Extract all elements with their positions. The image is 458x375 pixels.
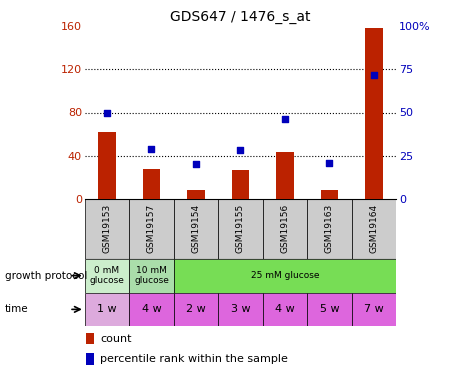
Bar (85, 199, 129, 259)
Bar (263, 199, 307, 259)
Bar (187, 190, 205, 199)
Text: 25 mM glucose: 25 mM glucose (251, 271, 319, 280)
Bar (174, 199, 218, 259)
Text: 2 w: 2 w (186, 304, 206, 314)
Text: 4 w: 4 w (142, 304, 161, 314)
Bar (263, 292, 307, 326)
Bar (85, 259, 129, 292)
Bar (276, 152, 294, 199)
Text: 0 mM
glucose: 0 mM glucose (89, 266, 125, 285)
Title: GDS647 / 1476_s_at: GDS647 / 1476_s_at (170, 10, 311, 24)
Bar (174, 292, 218, 326)
Text: GSM19154: GSM19154 (191, 204, 201, 254)
Point (370, 72, 377, 78)
Bar (98, 132, 116, 199)
Bar (232, 170, 249, 199)
Text: GSM19156: GSM19156 (280, 204, 289, 254)
Text: GSM19164: GSM19164 (370, 204, 378, 254)
Text: GSM19155: GSM19155 (236, 204, 245, 254)
Bar (307, 199, 352, 259)
Bar (321, 190, 338, 199)
Point (237, 147, 244, 153)
Text: growth protocol: growth protocol (5, 271, 87, 280)
Point (281, 116, 289, 122)
Bar (86, 353, 94, 364)
Bar (129, 259, 174, 292)
Bar (218, 199, 263, 259)
Text: 3 w: 3 w (231, 304, 250, 314)
Bar (174, 259, 396, 292)
Bar (218, 292, 263, 326)
Point (192, 161, 200, 167)
Text: 10 mM
glucose: 10 mM glucose (134, 266, 169, 285)
Text: GSM19163: GSM19163 (325, 204, 334, 254)
Point (326, 159, 333, 165)
Bar (129, 292, 174, 326)
Point (148, 146, 155, 152)
Bar (352, 292, 396, 326)
Bar (307, 292, 352, 326)
Bar (85, 292, 129, 326)
Text: percentile rank within the sample: percentile rank within the sample (100, 354, 288, 364)
Bar (142, 169, 160, 199)
Bar (352, 199, 396, 259)
Bar (129, 199, 174, 259)
Text: count: count (100, 334, 132, 344)
Text: 1 w: 1 w (97, 304, 117, 314)
Text: GSM19157: GSM19157 (147, 204, 156, 254)
Bar (365, 28, 383, 199)
Bar (86, 333, 94, 344)
Text: 7 w: 7 w (364, 304, 384, 314)
Text: 5 w: 5 w (320, 304, 339, 314)
Text: time: time (5, 304, 28, 314)
Point (104, 110, 111, 116)
Text: 4 w: 4 w (275, 304, 295, 314)
Text: GSM19153: GSM19153 (103, 204, 111, 254)
